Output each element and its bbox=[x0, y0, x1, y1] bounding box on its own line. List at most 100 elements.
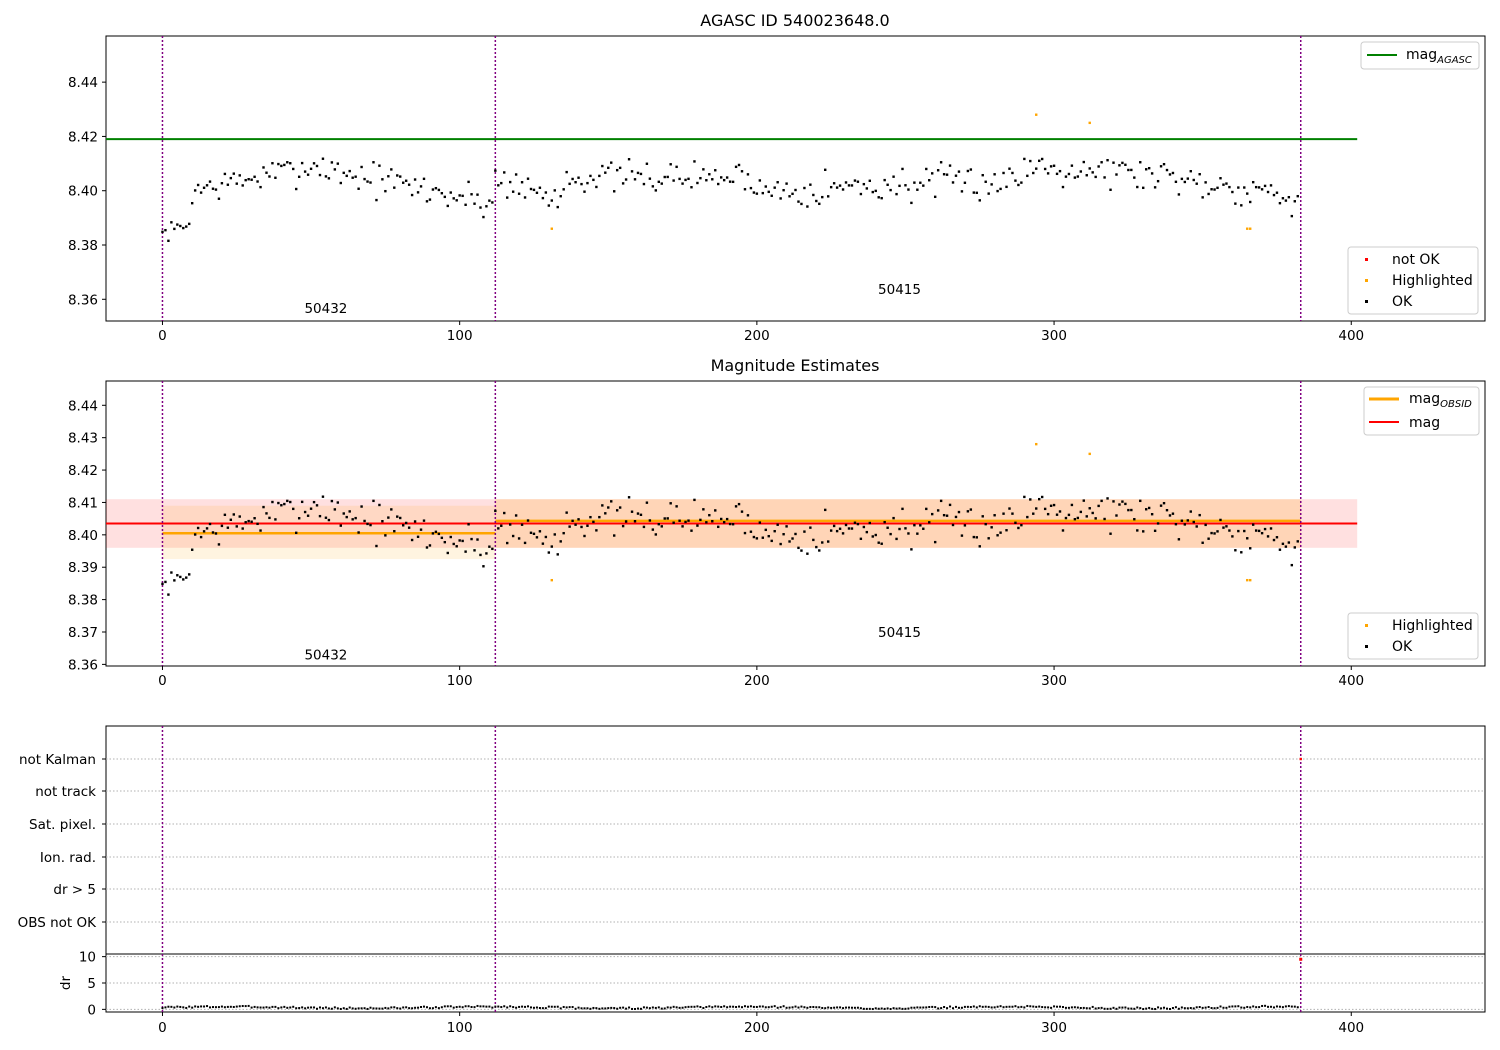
data-point bbox=[419, 185, 423, 188]
dr-point bbox=[485, 1005, 488, 1008]
dr-point bbox=[782, 1005, 785, 1008]
data-point bbox=[1240, 204, 1243, 207]
dr-point bbox=[1275, 1005, 1278, 1008]
data-point bbox=[295, 531, 298, 535]
data-point bbox=[1017, 526, 1020, 530]
data-point bbox=[1070, 503, 1074, 507]
data-point bbox=[577, 176, 580, 179]
data-point bbox=[835, 529, 839, 533]
data-point bbox=[223, 172, 227, 176]
data-point bbox=[761, 536, 765, 539]
dr-point bbox=[553, 1005, 556, 1008]
data-point bbox=[1246, 578, 1249, 582]
data-point bbox=[303, 170, 307, 173]
data-point bbox=[265, 512, 268, 515]
dr-point bbox=[862, 1007, 865, 1010]
data-point bbox=[942, 513, 946, 517]
data-point bbox=[630, 170, 634, 173]
dr-point bbox=[197, 1005, 200, 1008]
data-point bbox=[1014, 179, 1017, 182]
data-point bbox=[1246, 192, 1249, 195]
dr-point bbox=[161, 1007, 164, 1010]
dr-point bbox=[1290, 1005, 1293, 1008]
data-point bbox=[1249, 547, 1252, 550]
data-point bbox=[1257, 186, 1261, 189]
data-point bbox=[815, 545, 818, 549]
data-point bbox=[167, 593, 170, 596]
data-point bbox=[705, 179, 708, 182]
data-point bbox=[173, 579, 176, 582]
data-point bbox=[244, 178, 247, 182]
dr-point bbox=[1237, 1005, 1240, 1008]
data-point bbox=[1133, 176, 1136, 179]
dr-point bbox=[250, 1006, 253, 1009]
dr-point bbox=[723, 1005, 726, 1008]
dr-point bbox=[271, 1005, 274, 1008]
data-point bbox=[500, 524, 503, 527]
data-point bbox=[387, 175, 390, 178]
data-point bbox=[981, 173, 984, 177]
data-point bbox=[936, 169, 940, 172]
data-point bbox=[818, 202, 821, 206]
data-point bbox=[431, 188, 435, 191]
dr-point bbox=[1240, 1006, 1243, 1009]
dr-point bbox=[666, 1006, 669, 1009]
data-point bbox=[1055, 513, 1059, 516]
dr-point bbox=[595, 1007, 598, 1010]
data-point bbox=[907, 532, 910, 535]
data-point bbox=[1287, 195, 1291, 199]
data-point bbox=[309, 507, 313, 510]
dr-point bbox=[755, 1005, 758, 1008]
data-point bbox=[797, 200, 800, 203]
data-point bbox=[737, 163, 741, 167]
data-point bbox=[1225, 525, 1228, 528]
data-point bbox=[1046, 512, 1050, 516]
data-point bbox=[286, 161, 289, 164]
dr-point bbox=[883, 1007, 886, 1010]
dr-point bbox=[833, 1006, 836, 1009]
flag-category-label: Ion. rad. bbox=[40, 850, 96, 866]
data-point bbox=[642, 182, 646, 186]
data-point bbox=[925, 507, 928, 511]
dr-point bbox=[298, 1007, 301, 1010]
data-point bbox=[809, 183, 812, 186]
dr-point bbox=[654, 1006, 657, 1009]
data-point bbox=[491, 547, 494, 551]
data-point bbox=[449, 535, 452, 539]
data-point bbox=[1272, 538, 1276, 542]
data-point bbox=[562, 188, 565, 191]
y-tick-label: 8.38 bbox=[68, 238, 98, 254]
data-point bbox=[826, 195, 830, 198]
data-point bbox=[520, 523, 524, 526]
dr-point bbox=[544, 1007, 547, 1010]
dr-point bbox=[304, 1007, 307, 1010]
dr-point bbox=[529, 1006, 532, 1009]
dr-point bbox=[628, 1006, 631, 1009]
data-point bbox=[253, 175, 256, 178]
dr-point bbox=[402, 1006, 405, 1009]
data-point bbox=[746, 173, 750, 176]
dr-point bbox=[518, 1005, 521, 1008]
dr-point bbox=[1270, 1005, 1273, 1008]
data-point bbox=[229, 518, 233, 521]
data-point bbox=[615, 509, 619, 512]
dr-point bbox=[969, 1006, 972, 1009]
data-point bbox=[1029, 498, 1032, 501]
data-point bbox=[1147, 506, 1151, 510]
data-point bbox=[214, 188, 218, 191]
data-point bbox=[1296, 194, 1299, 198]
data-point bbox=[1008, 507, 1011, 510]
data-point bbox=[794, 532, 797, 536]
data-point bbox=[785, 182, 788, 185]
data-point bbox=[289, 162, 292, 165]
data-point bbox=[544, 535, 548, 539]
data-point bbox=[850, 184, 854, 187]
data-point bbox=[942, 173, 946, 176]
data-point bbox=[1243, 529, 1246, 533]
data-point bbox=[1254, 185, 1258, 189]
data-point bbox=[838, 527, 842, 530]
dr-point bbox=[1186, 1007, 1189, 1010]
data-point bbox=[624, 520, 628, 523]
dr-point bbox=[342, 1007, 345, 1010]
data-point bbox=[1177, 193, 1181, 196]
